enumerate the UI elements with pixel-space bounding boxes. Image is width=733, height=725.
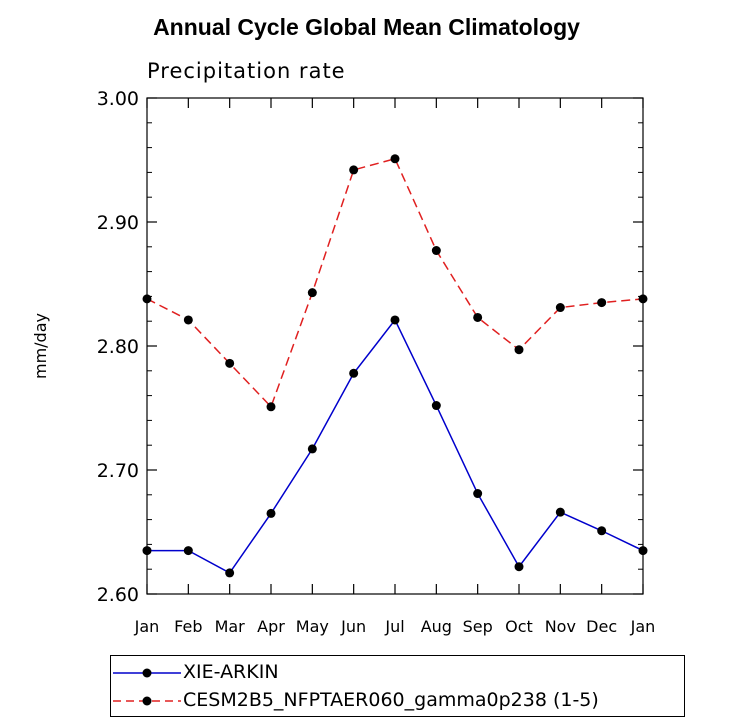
y-tick-label: 3.00 <box>97 88 139 110</box>
series-2-point <box>390 154 400 164</box>
series-1-point <box>390 315 400 325</box>
y-tick-label: 2.90 <box>97 212 139 234</box>
series-2-point <box>183 315 193 325</box>
series-1-point <box>183 546 193 556</box>
series-1-point <box>431 401 441 411</box>
legend-label: XIE-ARKIN <box>183 661 279 683</box>
chart-subtitle: Precipitation rate <box>147 59 346 83</box>
series-1-point <box>225 568 235 578</box>
x-tick-label: Jan <box>630 617 656 636</box>
y-tick-label: 2.70 <box>97 460 139 482</box>
series-2-point <box>225 358 235 368</box>
y-axis-label: mm/day <box>31 313 50 379</box>
series-1-point <box>266 508 276 518</box>
x-tick-label: Sep <box>463 617 493 636</box>
x-tick-label: Jul <box>384 617 404 636</box>
x-tick-label: Nov <box>545 617 576 636</box>
series-line-2 <box>146 157 644 409</box>
chart-title: Annual Cycle Global Mean Climatology <box>153 14 580 40</box>
x-tick-label: May <box>296 617 329 636</box>
series-2-point <box>307 288 317 298</box>
series-2-point <box>555 303 565 313</box>
legend-swatch-solid <box>113 668 181 678</box>
series-2-point <box>514 345 524 355</box>
series-line-1 <box>147 318 644 574</box>
series-2-point <box>266 402 276 412</box>
series-2-point <box>142 294 152 304</box>
legend-label: CESM2B5_NFPTAER060_gamma0p238 (1-5) <box>183 689 599 711</box>
legend-entry-xie-arkin: XIE-ARKIN <box>111 660 686 686</box>
series-2-point <box>597 298 607 308</box>
series-1-point <box>142 546 152 556</box>
series-1-point <box>638 546 648 556</box>
series-1-point <box>307 444 317 454</box>
x-tick-label: Dec <box>586 617 617 636</box>
line-chart: Precipitation rate mm/day 2.60 2.70 2.80 2.90… <box>31 59 656 636</box>
x-tick-label: Apr <box>257 617 285 636</box>
plot-frame <box>146 97 644 595</box>
y-tick-label: 2.80 <box>97 336 139 358</box>
series-2-point <box>349 165 359 175</box>
series-1-point <box>514 562 524 572</box>
series-2-point <box>638 294 648 304</box>
series-1-point <box>597 526 607 536</box>
y-tick-label: 2.60 <box>97 584 139 606</box>
series-2-point <box>473 312 483 322</box>
legend-entry-cesm2b5: CESM2B5_NFPTAER060_gamma0p238 (1-5) <box>111 688 686 714</box>
x-tick-label: Jun <box>340 617 366 636</box>
legend: XIE-ARKIN CESM2B5_NFPTAER060_gamma0p238 … <box>110 655 685 717</box>
x-tick-label: Jan <box>134 617 160 636</box>
series-1-point <box>473 489 483 499</box>
x-tick-label: Oct <box>505 617 533 636</box>
series-2-point <box>431 246 441 256</box>
series-1-point <box>349 368 359 378</box>
x-tick-label: Aug <box>421 617 452 636</box>
legend-swatch-dashed <box>113 696 181 706</box>
series-1-point <box>555 507 565 517</box>
x-tick-label: Mar <box>215 617 246 636</box>
x-tick-label: Feb <box>174 617 202 636</box>
